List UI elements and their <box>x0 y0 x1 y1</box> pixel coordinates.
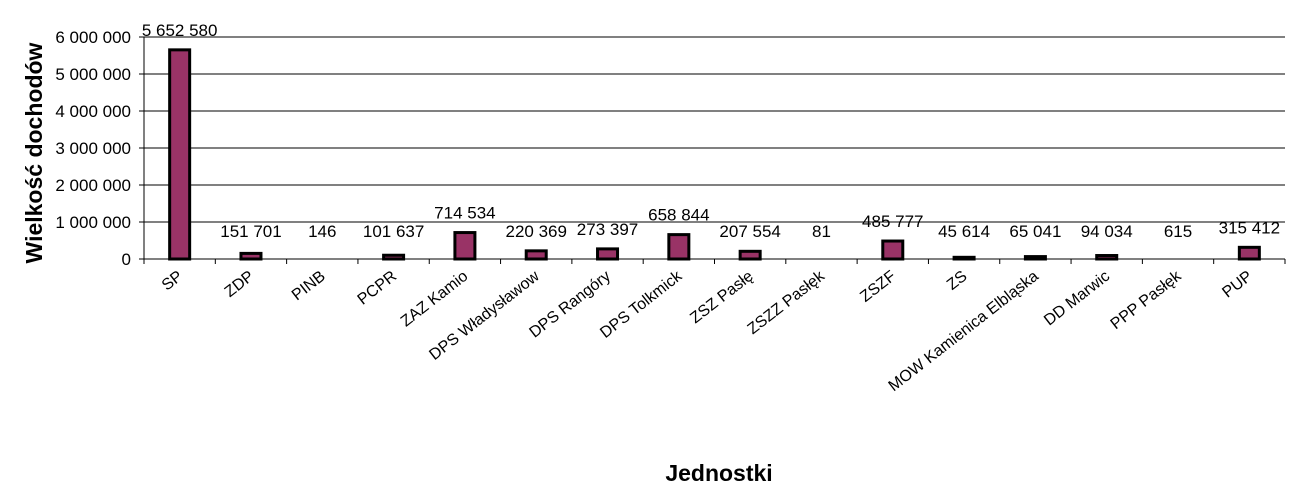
x-tick-label: ZSZZ Pasłęk <box>745 267 829 338</box>
bar <box>1023 255 1047 261</box>
bar <box>596 247 620 261</box>
data-label: 714 534 <box>434 204 495 223</box>
data-label: 315 412 <box>1219 218 1280 237</box>
data-label: 65 041 <box>1009 222 1061 241</box>
bar <box>1237 245 1261 261</box>
data-labels: 5 652 580 151 701 146 101 637 714 534 220 369… <box>142 21 1280 241</box>
x-tick-label: ZSZF <box>857 268 899 306</box>
bar <box>382 253 406 261</box>
bar <box>738 249 762 261</box>
x-tick-label: DD Marwic <box>1041 268 1113 330</box>
gridlines <box>139 36 1286 264</box>
x-axis-title: Jednostki <box>665 460 772 486</box>
bars <box>168 48 1261 261</box>
data-label: 101 637 <box>363 222 424 241</box>
bar <box>952 255 976 261</box>
y-tick-label: 6 000 000 <box>55 28 131 47</box>
bar <box>524 249 548 261</box>
data-label: 658 844 <box>648 206 709 225</box>
y-tick-label: 5 000 000 <box>55 65 131 84</box>
x-tick-label: PPP Pasłęk <box>1108 267 1186 333</box>
data-label: 151 701 <box>220 222 281 241</box>
y-axis-title: Wielkość dochodów <box>21 42 47 263</box>
x-tick-label: PUP <box>1219 268 1255 302</box>
bar <box>881 239 905 261</box>
x-tick-label: ZS <box>944 268 971 294</box>
x-tick-label: ZSZ Pasłę <box>687 268 756 327</box>
y-tick-label: 3 000 000 <box>55 139 131 158</box>
x-tick-label: ZAZ Kamio <box>398 268 472 331</box>
x-tick-label: MOW Kamienica Elbląska <box>886 268 1042 395</box>
data-label: 146 <box>308 222 336 241</box>
x-tick-label: SP <box>159 268 186 295</box>
data-label: 5 652 580 <box>142 21 218 40</box>
data-label: 207 554 <box>719 222 780 241</box>
bar <box>239 251 263 261</box>
x-tick-label: PINB <box>289 268 329 304</box>
y-tick-label: 2 000 000 <box>55 176 131 195</box>
data-label: 273 397 <box>577 220 638 239</box>
y-tick-label: 4 000 000 <box>55 102 131 121</box>
x-tick-label: ZDP <box>222 268 258 301</box>
bar <box>453 231 477 261</box>
bar <box>667 233 691 261</box>
data-label: 485 777 <box>862 212 923 231</box>
data-label: 615 <box>1164 222 1192 241</box>
y-tick-labels: 0 1 000 000 2 000 000 3 000 000 4 000 000 5 0… <box>55 28 131 269</box>
y-tick-label: 1 000 000 <box>55 213 131 232</box>
x-tick-label: PCPR <box>355 268 400 309</box>
y-tick-label: 0 <box>122 250 131 269</box>
data-label: 45 614 <box>938 222 990 241</box>
bar <box>168 48 192 261</box>
bar <box>1095 254 1119 261</box>
data-label: 220 369 <box>505 222 566 241</box>
data-label: 81 <box>812 222 831 241</box>
data-label: 94 034 <box>1081 222 1133 241</box>
